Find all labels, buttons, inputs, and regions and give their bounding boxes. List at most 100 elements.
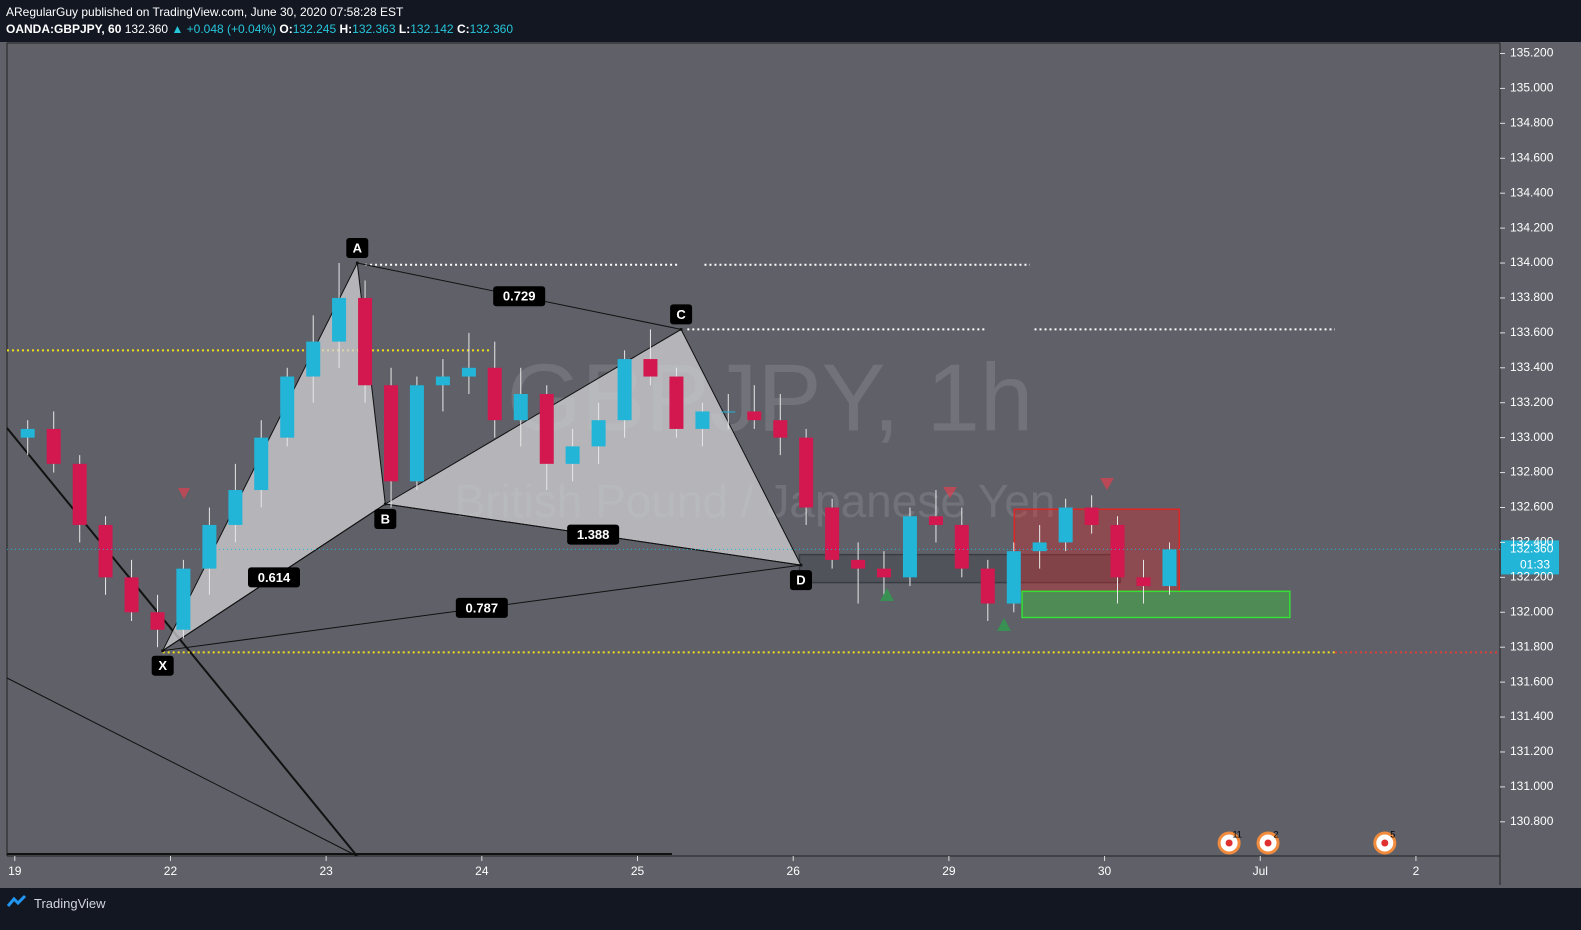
pattern-label: B [381,511,390,526]
candle-body [280,376,295,438]
x-tick-label: 23 [319,864,333,878]
ratio-label: 1.388 [577,527,610,542]
ratio-box [493,286,546,307]
ratio-box [247,567,300,588]
signal-arrow [997,618,1011,631]
pattern-point [161,649,165,653]
candle-body [721,411,736,413]
y-tick-label: 131.200 [1510,744,1554,758]
x-tick-label: 29 [942,864,956,878]
y-tick-label: 134.600 [1510,150,1554,164]
pattern-label: D [796,573,805,588]
ratio-label: 0.787 [466,600,499,615]
candle-body [46,428,61,464]
candle-body [176,568,191,630]
x-tick-label: 26 [787,864,801,878]
candle-body [747,411,762,421]
event-dot [1264,839,1272,847]
pattern-label-box [670,304,693,325]
x-tick-label: 19 [8,864,22,878]
ohlc-value: 132.360 [469,22,514,36]
symbol-line: OANDA:GBPJPY, 60 132.360 ▲ +0.048 (+0.04… [6,22,513,36]
candle-body [565,446,580,464]
candle-body [1058,507,1073,543]
candle-body [825,507,840,560]
zone [1021,590,1291,619]
signal-arrow [943,487,957,498]
pattern-label-box [789,570,812,591]
y-tick-label: 135.200 [1510,46,1554,60]
candle-body [358,297,373,386]
candle-body [799,437,814,508]
candle-body [150,612,165,630]
ohlc-value: 132.245 [292,22,337,36]
y-tick-label: 133.800 [1510,290,1554,304]
candle-body [669,376,684,429]
change: ▲ +0.048 (+0.04%) [171,22,277,36]
signal-arrow [178,488,190,499]
candle-body [591,420,606,447]
y-tick-label: 132.400 [1510,535,1554,549]
event-count: 2 [1274,829,1279,839]
candle-body [876,568,891,578]
candle-body [851,559,866,569]
pattern-label: A [353,240,363,255]
ohlc-label: L: [398,22,411,36]
footer: TradingView [0,888,1581,930]
event-dot [1381,839,1389,847]
y-tick-label: 130.800 [1510,814,1554,828]
event-count: 5 [1390,829,1395,839]
header: ARegularGuy published on TradingView.com… [0,0,1581,42]
candle-body [1136,577,1151,587]
trend-line [6,427,358,857]
y-tick-label: 132.200 [1510,570,1554,584]
ratio-box [567,524,620,545]
candle-body [773,420,788,438]
candle-body [513,393,528,421]
ratio-label: 0.729 [503,289,536,304]
ohlc-label: H: [339,22,353,36]
candle-body [124,577,139,613]
candle-body [384,385,399,482]
candle-body [695,411,710,429]
y-tick-label: 132.600 [1510,500,1554,514]
symbol: OANDA:GBPJPY, 60 [6,22,122,36]
candle-body [254,437,269,491]
ohlc-label: C: [456,22,470,36]
y-tick-label: 134.400 [1510,185,1554,199]
publisher: ARegularGuy published on TradingView.com… [6,5,404,19]
candle-body [1006,551,1021,604]
x-tick-label: 30 [1098,864,1112,878]
pattern-label: X [158,658,167,673]
pattern-point [799,563,803,567]
y-tick-label: 132.000 [1510,604,1554,618]
last-price: 132.360 [124,22,169,36]
y-tick-label: 133.000 [1510,430,1554,444]
y-tick-label: 131.600 [1510,674,1554,688]
plot-background [0,42,1581,888]
candle-body [539,393,554,464]
pattern-label: C [676,307,686,322]
ratio-label: 0.614 [258,570,291,585]
candle-body [954,524,969,569]
pattern-label-box [346,238,369,259]
x-tick-label: 2 [1413,864,1420,878]
candle-body [202,524,217,569]
y-tick-label: 133.400 [1510,360,1554,374]
countdown: 01:33 [1520,558,1550,572]
brand: TradingView [34,896,106,911]
candle-body [487,367,502,421]
candle-body [1110,524,1125,578]
ohlc: O:132.245 H:132.363 L:132.142 C:132.360 [279,22,513,36]
candle-body [1162,549,1177,587]
event-count: 11 [1232,829,1241,839]
y-tick-label: 131.000 [1510,779,1554,793]
x-tick-label: 22 [164,864,178,878]
event-dot [1225,839,1233,847]
candle-body [228,490,243,525]
logo [6,894,27,907]
candle-body [1084,507,1099,525]
ohlc-value: 132.142 [410,22,454,36]
ohlc-label: O: [279,22,293,36]
